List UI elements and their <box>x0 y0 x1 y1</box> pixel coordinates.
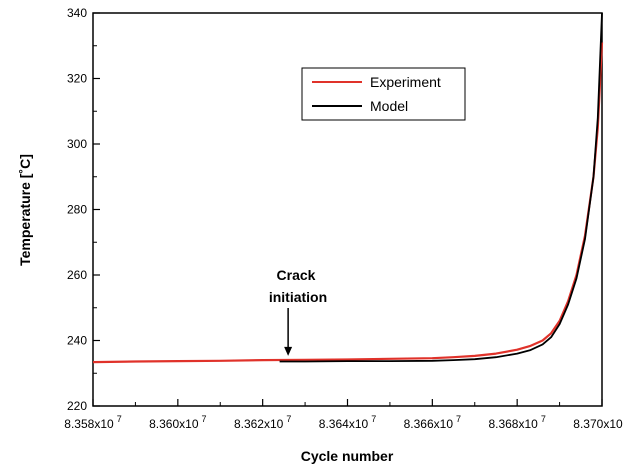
x-tick-label: 8.364x10 7 <box>319 414 376 431</box>
legend: Experiment Model <box>301 67 466 121</box>
annotation-line-2: initiation <box>269 289 327 305</box>
legend-label-model: Model <box>370 98 408 114</box>
y-tick-label: 300 <box>67 137 87 151</box>
y-tick-label: 280 <box>67 203 87 217</box>
y-tick-label: 260 <box>67 268 87 282</box>
series-line-model <box>279 12 603 363</box>
x-tick-label: 8.370x107 <box>573 414 625 431</box>
y-tick-label: 340 <box>67 6 87 20</box>
annotation-line-1: Crack <box>277 267 316 283</box>
x-tick-label: 8.366x10 7 <box>404 414 461 431</box>
crack-initiation-annotation: Crack initiation <box>269 267 327 356</box>
x-tick-label: 8.368x10 7 <box>488 414 545 431</box>
y-tick-label: 220 <box>67 399 87 413</box>
legend-label-experiment: Experiment <box>370 74 441 90</box>
y-tick-label: 240 <box>67 334 87 348</box>
annotation-arrowhead <box>284 346 293 356</box>
y-axis-title: Temperature [˚C] <box>17 154 33 266</box>
legend-box <box>301 67 466 121</box>
x-axis-title: Cycle number <box>301 448 394 464</box>
x-tick-label: 8.362x10 7 <box>234 414 291 431</box>
y-tick-label: 320 <box>67 72 87 86</box>
x-tick-label: 8.358x10 7 <box>64 414 121 431</box>
x-tick-label: 8.360x10 7 <box>149 414 206 431</box>
